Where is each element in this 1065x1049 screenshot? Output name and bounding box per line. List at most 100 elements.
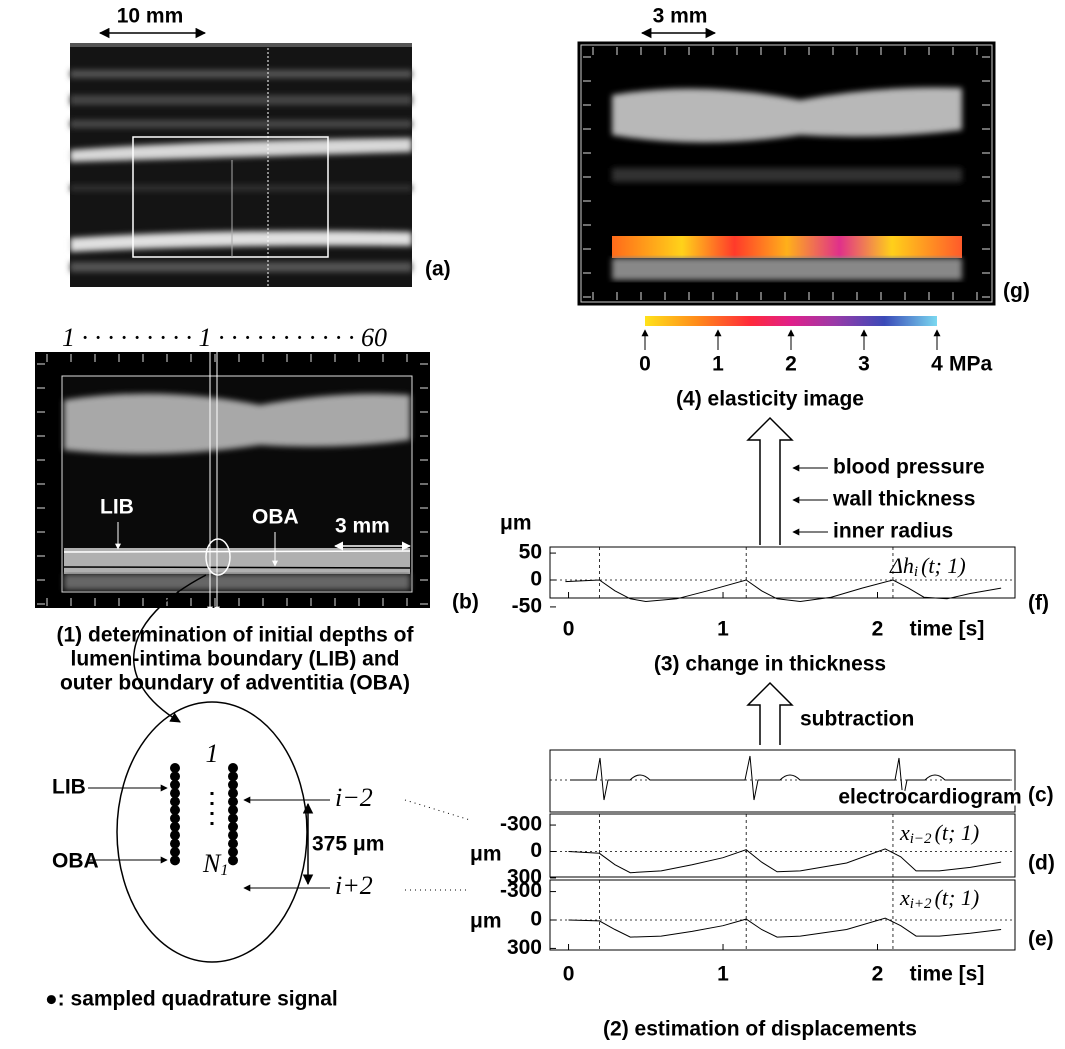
image-edge bbox=[70, 43, 412, 47]
ecg-label: electrocardiogram bbox=[838, 786, 1021, 809]
sample-dot bbox=[170, 821, 180, 832]
panel-a: 10 mm (a) bbox=[70, 5, 451, 287]
caption: (3) change in thickness bbox=[654, 653, 886, 676]
annotation-rest: (t; 1) bbox=[921, 553, 966, 578]
sample-dot bbox=[170, 830, 180, 841]
plot-frame bbox=[549, 813, 1016, 878]
line-index: 1 · · · · · · · · · 1 · · · · · · · · · … bbox=[62, 323, 387, 352]
step-label: subtraction bbox=[800, 708, 914, 731]
y-tick-label: -300 bbox=[500, 879, 542, 902]
sample-label: i−2 bbox=[335, 783, 373, 812]
color-bar bbox=[645, 316, 937, 326]
signal-line bbox=[565, 579, 1002, 603]
sample-dot bbox=[170, 805, 180, 815]
ecg-panel: electrocardiogram (c) bbox=[549, 749, 1054, 813]
sample-dot bbox=[170, 838, 180, 849]
panel-label: (b) bbox=[452, 591, 479, 614]
spacing-label: 375 μm bbox=[312, 833, 384, 856]
sample-dot bbox=[228, 830, 238, 841]
caption: (4) elasticity image bbox=[676, 388, 864, 411]
panel-label: (g) bbox=[1003, 280, 1030, 303]
sample-dot bbox=[228, 838, 238, 849]
sample-dot bbox=[170, 779, 180, 790]
input-label: wall thickness bbox=[832, 488, 975, 511]
process: blood pressure wall thickness inner radi… bbox=[603, 416, 985, 1041]
oba-label: OBA bbox=[252, 506, 299, 529]
sample-dot bbox=[228, 763, 238, 773]
y-tick-label: -300 bbox=[500, 813, 542, 836]
oba-line bbox=[63, 566, 411, 569]
annotation-main: x bbox=[899, 820, 910, 845]
elasticity-band bbox=[612, 236, 962, 258]
ruler-ticks bbox=[583, 47, 990, 300]
annotation: xi−2 (t; 1) bbox=[899, 820, 979, 847]
wall-texture bbox=[64, 393, 410, 454]
tissue-texture bbox=[64, 574, 410, 590]
y-axis-label: μm bbox=[470, 843, 502, 866]
x-tick-label: 2 bbox=[872, 963, 884, 986]
y-tick-label: 0 bbox=[530, 839, 542, 862]
legend: ●: sampled quadrature signal bbox=[45, 988, 338, 1011]
lib-label: LIB bbox=[100, 496, 134, 519]
y-tick-label: 0 bbox=[530, 908, 542, 931]
sample-dot bbox=[228, 779, 238, 790]
sample-dot bbox=[228, 813, 238, 824]
panel-label: (e) bbox=[1028, 928, 1054, 951]
color-tick-label: 3 bbox=[858, 353, 870, 376]
roi-box bbox=[132, 136, 329, 258]
sample-count: N1 bbox=[202, 849, 228, 879]
sample-dot bbox=[170, 788, 180, 799]
ultrasound-image bbox=[70, 43, 412, 287]
y-tick-label: -50 bbox=[512, 594, 542, 617]
color-tick-label: 2 bbox=[785, 353, 797, 376]
color-unit: MPa bbox=[949, 353, 993, 376]
panel-g: 3 mm (g) (4) elasticity image bbox=[577, 5, 1030, 411]
lib-label: LIB bbox=[52, 776, 86, 799]
annotation-main: Δh bbox=[889, 553, 914, 578]
link-line bbox=[404, 799, 471, 821]
flow-arrow bbox=[746, 416, 794, 545]
roi-ellipse bbox=[205, 538, 231, 576]
sample-dot bbox=[228, 771, 238, 782]
sampling-diagram: 1 N1 LIB OBA i−2 i+2 375 μm ●: sampled q… bbox=[45, 701, 471, 1011]
ecg-trace bbox=[570, 755, 1010, 801]
x-tick-label: 2 bbox=[872, 618, 884, 641]
caption: outer boundary of adventitia (OBA) bbox=[60, 672, 410, 695]
annotation-rest: (t; 1) bbox=[935, 820, 980, 845]
input-label: blood pressure bbox=[833, 456, 985, 479]
y-axis-label: μm bbox=[500, 512, 532, 535]
sample-dot bbox=[228, 805, 238, 815]
annotation-sub: i bbox=[914, 564, 918, 580]
x-tick-label: 1 bbox=[717, 618, 729, 641]
sample-label: i+2 bbox=[335, 871, 373, 900]
sample-dot bbox=[170, 855, 180, 866]
caption: (2) estimation of displacements bbox=[603, 1018, 917, 1041]
flow-arrow bbox=[746, 681, 794, 745]
lib-line bbox=[63, 550, 411, 553]
sample-dot bbox=[170, 771, 180, 782]
sample-count-sub: 1 bbox=[220, 862, 228, 879]
panel-label: (d) bbox=[1028, 852, 1055, 875]
plot-frame bbox=[549, 879, 1016, 951]
wall-texture bbox=[612, 87, 962, 182]
sample-dot bbox=[170, 813, 180, 824]
zoom-arrow bbox=[132, 574, 207, 723]
sample-count-main: N bbox=[202, 849, 222, 878]
signal-line bbox=[568, 917, 1002, 938]
x-tick-label: 0 bbox=[563, 963, 575, 986]
caption: lumen-intima boundary (LIB) and bbox=[71, 648, 400, 671]
x-tick-label: 0 bbox=[563, 618, 575, 641]
image-frame-inner bbox=[580, 44, 993, 303]
color-tick-label: 4 bbox=[931, 353, 943, 376]
annotation: xi+2 (t; 1) bbox=[899, 885, 979, 912]
sample-index: 1 bbox=[206, 739, 219, 768]
y-tick-label: 0 bbox=[530, 568, 542, 591]
caption: (1) determination of initial depths of bbox=[57, 624, 415, 647]
sample-dot bbox=[170, 763, 180, 773]
y-tick-label: 50 bbox=[519, 541, 542, 564]
plot-frame bbox=[549, 749, 1016, 813]
sample-dot bbox=[170, 796, 180, 807]
